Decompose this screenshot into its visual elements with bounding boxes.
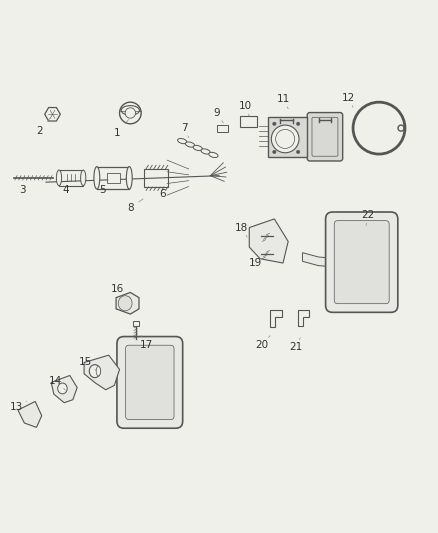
Text: 4: 4 [62,180,70,196]
Text: 5: 5 [99,180,109,196]
Text: 9: 9 [214,108,223,123]
Text: 8: 8 [127,199,143,213]
Text: 13: 13 [10,401,27,412]
FancyBboxPatch shape [312,117,338,156]
Circle shape [272,122,276,126]
Text: 20: 20 [256,336,270,350]
Circle shape [297,150,300,154]
Text: 6: 6 [159,183,169,199]
Text: 11: 11 [276,94,290,109]
Polygon shape [45,108,60,121]
FancyBboxPatch shape [325,212,398,312]
Bar [240,116,257,127]
Bar [106,173,120,183]
Bar [133,321,138,326]
FancyBboxPatch shape [126,345,174,419]
Text: 10: 10 [238,101,251,116]
Ellipse shape [177,139,187,144]
FancyBboxPatch shape [307,112,343,161]
Polygon shape [116,293,139,314]
Polygon shape [249,219,288,263]
Ellipse shape [81,170,86,185]
Text: 14: 14 [49,376,66,390]
Ellipse shape [58,383,67,394]
Ellipse shape [185,142,194,147]
Circle shape [125,108,135,118]
Ellipse shape [126,167,132,189]
Text: 17: 17 [140,336,153,350]
Text: 12: 12 [342,93,355,107]
Text: 3: 3 [19,180,27,196]
Bar [268,117,307,157]
Polygon shape [51,375,77,403]
Polygon shape [298,310,308,326]
Text: 18: 18 [235,223,248,237]
Ellipse shape [94,167,100,189]
Circle shape [297,122,300,126]
Ellipse shape [201,149,210,154]
Ellipse shape [193,146,202,151]
Ellipse shape [118,296,132,311]
Text: 19: 19 [249,258,262,268]
Text: 16: 16 [111,284,131,297]
Bar [97,167,129,189]
Bar [217,125,228,132]
FancyBboxPatch shape [334,221,389,304]
Text: 21: 21 [290,338,303,352]
Polygon shape [84,355,120,390]
Text: 15: 15 [79,357,96,370]
Circle shape [271,125,299,153]
Bar [59,170,83,185]
Ellipse shape [96,366,100,376]
Circle shape [272,150,276,154]
Ellipse shape [89,365,100,378]
Circle shape [276,130,295,149]
Text: 7: 7 [181,123,189,138]
FancyBboxPatch shape [117,336,183,428]
Text: 22: 22 [361,211,375,225]
Text: 1: 1 [114,119,129,138]
Polygon shape [270,310,282,327]
Ellipse shape [209,152,218,158]
Circle shape [120,102,141,124]
Polygon shape [18,401,42,427]
Polygon shape [303,253,330,296]
Text: 2: 2 [36,117,51,136]
Ellipse shape [121,106,139,115]
Ellipse shape [57,170,62,185]
Bar [145,169,168,187]
